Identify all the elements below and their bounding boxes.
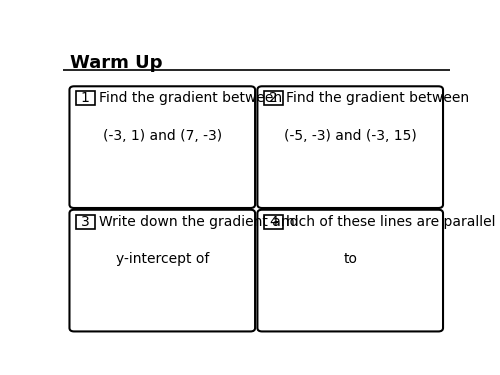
Text: Warm Up: Warm Up [70, 54, 163, 72]
Text: Find the gradient between: Find the gradient between [286, 91, 470, 105]
Bar [76, 214, 94, 228]
Text: to: to [343, 252, 357, 266]
Text: 1: 1 [81, 91, 90, 105]
Text: y-intercept of: y-intercept of [116, 252, 209, 266]
Bar [76, 91, 94, 105]
Bar [264, 91, 282, 105]
FancyBboxPatch shape [258, 210, 443, 332]
Bar [264, 214, 282, 228]
Text: (-5, -3) and (-3, 15): (-5, -3) and (-3, 15) [284, 129, 416, 142]
Text: 3: 3 [81, 214, 90, 229]
Text: (-3, 1) and (7, -3): (-3, 1) and (7, -3) [102, 129, 222, 142]
Text: 4: 4 [269, 214, 278, 229]
Text: hich of these lines are parallel: hich of these lines are parallel [286, 214, 496, 229]
FancyBboxPatch shape [258, 86, 443, 208]
Text: 2: 2 [269, 91, 278, 105]
FancyBboxPatch shape [70, 86, 255, 208]
Text: Find the gradient between: Find the gradient between [98, 91, 282, 105]
FancyBboxPatch shape [70, 210, 255, 332]
Text: Write down the gradient and: Write down the gradient and [98, 214, 298, 229]
